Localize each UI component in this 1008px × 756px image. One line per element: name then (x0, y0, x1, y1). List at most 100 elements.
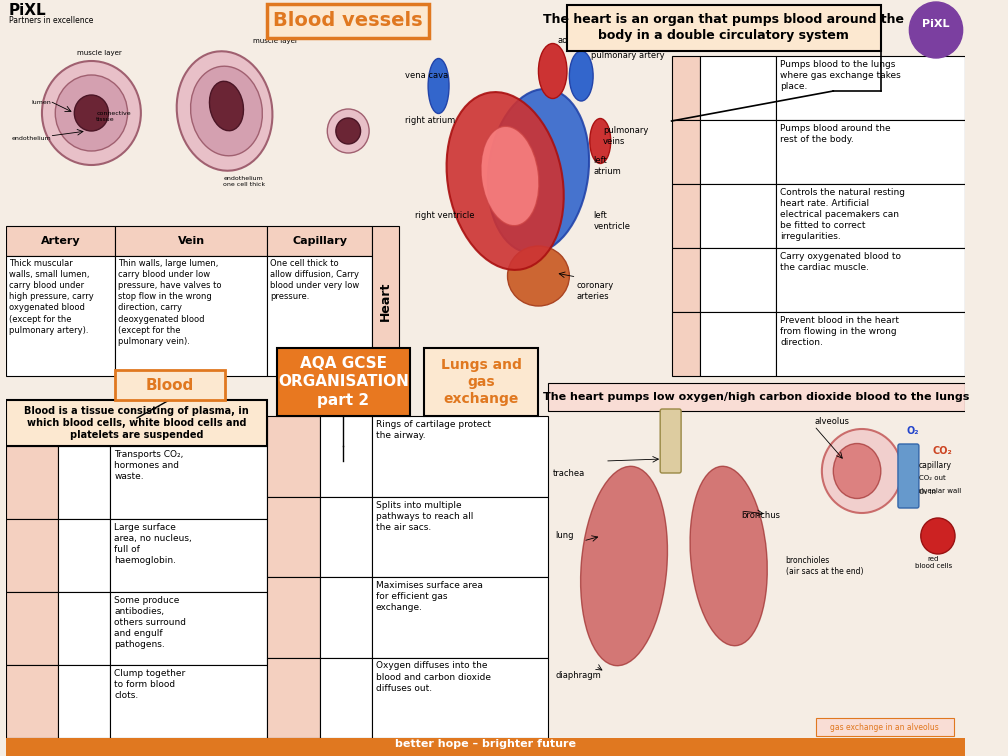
Circle shape (920, 518, 955, 554)
Text: connective
tissue: connective tissue (96, 111, 131, 122)
Text: O₂: O₂ (907, 426, 919, 436)
FancyBboxPatch shape (660, 409, 681, 473)
Text: coronary
arteries: coronary arteries (577, 281, 614, 301)
FancyBboxPatch shape (111, 592, 267, 665)
FancyBboxPatch shape (701, 184, 776, 248)
Text: aorta: aorta (557, 36, 580, 45)
Ellipse shape (191, 67, 262, 156)
FancyBboxPatch shape (548, 383, 965, 411)
FancyBboxPatch shape (111, 519, 267, 592)
Text: Carry oxygenated blood to
the cardiac muscle.: Carry oxygenated blood to the cardiac mu… (780, 252, 901, 272)
Text: endothelium
one cell thick: endothelium one cell thick (223, 176, 265, 187)
Text: alveolar wall: alveolar wall (917, 488, 962, 494)
FancyBboxPatch shape (372, 226, 398, 376)
Text: muscle layer: muscle layer (253, 38, 297, 44)
Text: Splits into multiple
pathways to reach all
the air sacs.: Splits into multiple pathways to reach a… (376, 500, 473, 531)
Circle shape (55, 75, 128, 151)
FancyBboxPatch shape (776, 248, 965, 312)
FancyBboxPatch shape (701, 248, 776, 312)
FancyBboxPatch shape (776, 312, 965, 376)
Text: The heart pumps low oxygen/high carbon dioxide blood to the lungs: The heart pumps low oxygen/high carbon d… (543, 392, 970, 402)
FancyBboxPatch shape (6, 665, 58, 738)
Text: Pumps blood to the lungs
where gas exchange takes
place.: Pumps blood to the lungs where gas excha… (780, 60, 901, 91)
FancyBboxPatch shape (267, 226, 372, 256)
Ellipse shape (507, 246, 570, 306)
Ellipse shape (570, 51, 593, 101)
Text: Partners in excellence: Partners in excellence (9, 16, 93, 25)
Text: better hope – brighter future: better hope – brighter future (395, 739, 576, 749)
Text: left
ventricle: left ventricle (594, 211, 631, 231)
Text: Artery: Artery (40, 236, 81, 246)
FancyBboxPatch shape (6, 0, 400, 226)
Text: Heart: Heart (379, 281, 392, 321)
FancyBboxPatch shape (267, 658, 320, 738)
Text: PiXL: PiXL (922, 19, 950, 29)
Text: muscle layer: muscle layer (78, 50, 122, 56)
Text: PiXL: PiXL (9, 3, 46, 18)
FancyBboxPatch shape (671, 120, 701, 184)
FancyBboxPatch shape (776, 120, 965, 184)
Text: CO₂ out: CO₂ out (919, 475, 946, 481)
Text: Some produce
antibodies,
others surround
and engulf
pathogens.: Some produce antibodies, others surround… (114, 596, 186, 649)
FancyBboxPatch shape (111, 665, 267, 738)
FancyBboxPatch shape (776, 56, 965, 120)
Text: vena cava: vena cava (405, 71, 449, 80)
FancyBboxPatch shape (6, 738, 965, 756)
Text: left
atrium: left atrium (594, 156, 621, 176)
Text: Rings of cartilage protect
the airway.: Rings of cartilage protect the airway. (376, 420, 491, 440)
FancyBboxPatch shape (566, 5, 881, 51)
Circle shape (42, 61, 141, 165)
Text: Vein: Vein (177, 236, 205, 246)
Text: Oxygen diffuses into the
blood and carbon dioxide
diffuses out.: Oxygen diffuses into the blood and carbo… (376, 662, 491, 692)
Text: red
blood cells: red blood cells (914, 556, 952, 569)
Text: lumen: lumen (31, 101, 51, 106)
FancyBboxPatch shape (267, 497, 320, 577)
FancyBboxPatch shape (115, 226, 267, 256)
Text: Controls the natural resting
heart rate. Artificial
electrical pacemakers can
be: Controls the natural resting heart rate.… (780, 188, 905, 241)
FancyBboxPatch shape (671, 56, 701, 120)
FancyBboxPatch shape (6, 0, 965, 756)
Circle shape (909, 2, 963, 58)
FancyBboxPatch shape (58, 519, 111, 592)
Circle shape (328, 109, 369, 153)
Text: Blood is a tissue consisting of plasma, in
which blood cells, white blood cells : Blood is a tissue consisting of plasma, … (24, 406, 249, 441)
FancyBboxPatch shape (400, 0, 671, 376)
FancyBboxPatch shape (267, 256, 372, 376)
Text: pulmonary
veins: pulmonary veins (603, 126, 648, 146)
Text: bronchus: bronchus (741, 512, 780, 520)
Text: Blood vessels: Blood vessels (273, 11, 423, 30)
Ellipse shape (210, 82, 244, 131)
FancyBboxPatch shape (701, 312, 776, 376)
Text: gas exchange in an alveolus: gas exchange in an alveolus (831, 723, 939, 732)
FancyBboxPatch shape (320, 577, 372, 658)
Text: lung: lung (555, 531, 575, 541)
Text: right atrium: right atrium (405, 116, 456, 125)
FancyBboxPatch shape (6, 226, 115, 256)
FancyBboxPatch shape (6, 519, 58, 592)
FancyBboxPatch shape (898, 444, 919, 508)
Text: diaphragm: diaphragm (555, 671, 602, 680)
Text: Thin walls, large lumen,
carry blood under low
pressure, have valves to
stop flo: Thin walls, large lumen, carry blood und… (118, 259, 222, 345)
FancyBboxPatch shape (6, 446, 58, 519)
Circle shape (75, 95, 109, 131)
FancyBboxPatch shape (6, 400, 267, 446)
FancyBboxPatch shape (267, 577, 320, 658)
FancyBboxPatch shape (701, 120, 776, 184)
Text: Blood: Blood (146, 377, 194, 392)
FancyBboxPatch shape (701, 56, 776, 120)
FancyBboxPatch shape (671, 248, 701, 312)
FancyBboxPatch shape (372, 658, 548, 738)
FancyBboxPatch shape (671, 184, 701, 248)
Ellipse shape (488, 89, 589, 253)
FancyBboxPatch shape (372, 497, 548, 577)
Ellipse shape (690, 466, 767, 646)
FancyBboxPatch shape (115, 256, 267, 376)
FancyBboxPatch shape (111, 446, 267, 519)
Ellipse shape (481, 126, 539, 226)
FancyBboxPatch shape (424, 348, 538, 416)
FancyBboxPatch shape (58, 665, 111, 738)
Text: pulmonary artery: pulmonary artery (591, 51, 664, 60)
Ellipse shape (447, 92, 563, 270)
FancyBboxPatch shape (267, 4, 429, 38)
FancyBboxPatch shape (372, 416, 548, 497)
